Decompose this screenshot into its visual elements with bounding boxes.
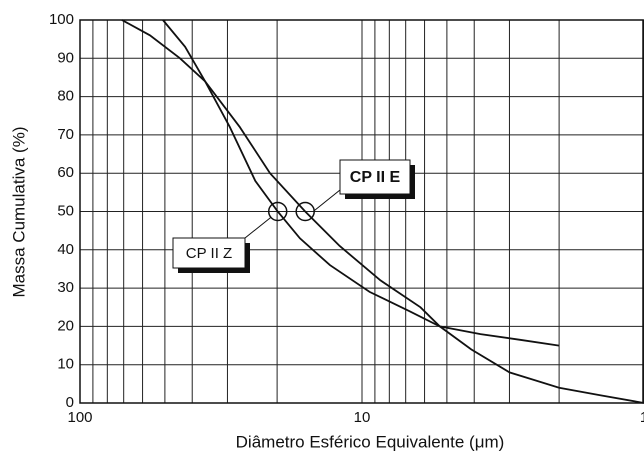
label-box <box>339 159 411 195</box>
legend-label: CP II E <box>350 169 401 186</box>
x-tick-label: 100 <box>67 409 92 426</box>
legend-label: CP II Z <box>186 245 232 262</box>
y-tick-label: 60 <box>57 164 74 181</box>
y-tick-label: 90 <box>57 49 74 66</box>
y-tick-label: 50 <box>57 202 74 219</box>
x-axis-title: Diâmetro Esférico Equivalente (μm) <box>236 432 505 451</box>
x-tick-label: 1 <box>640 409 644 426</box>
marker-circle <box>295 201 315 222</box>
curve <box>162 19 560 347</box>
y-tick-label: 80 <box>57 88 74 105</box>
marker-circle <box>267 201 288 222</box>
y-tick-label: 20 <box>57 317 74 334</box>
y-tick-label: 0 <box>66 394 74 411</box>
y-tick-label: 10 <box>57 356 74 373</box>
leader-line <box>244 217 272 239</box>
y-tick-label: 40 <box>57 241 74 258</box>
leader-line <box>312 189 341 212</box>
x-tick-label: 10 <box>354 409 371 426</box>
y-axis-title: Massa Cumulativa (%) <box>9 127 28 298</box>
y-tick-label: 70 <box>57 126 74 143</box>
y-tick-label: 30 <box>57 279 74 296</box>
label-box <box>172 237 246 269</box>
plot-frame <box>79 19 644 404</box>
curve <box>121 19 644 404</box>
y-tick-label: 100 <box>49 11 74 28</box>
